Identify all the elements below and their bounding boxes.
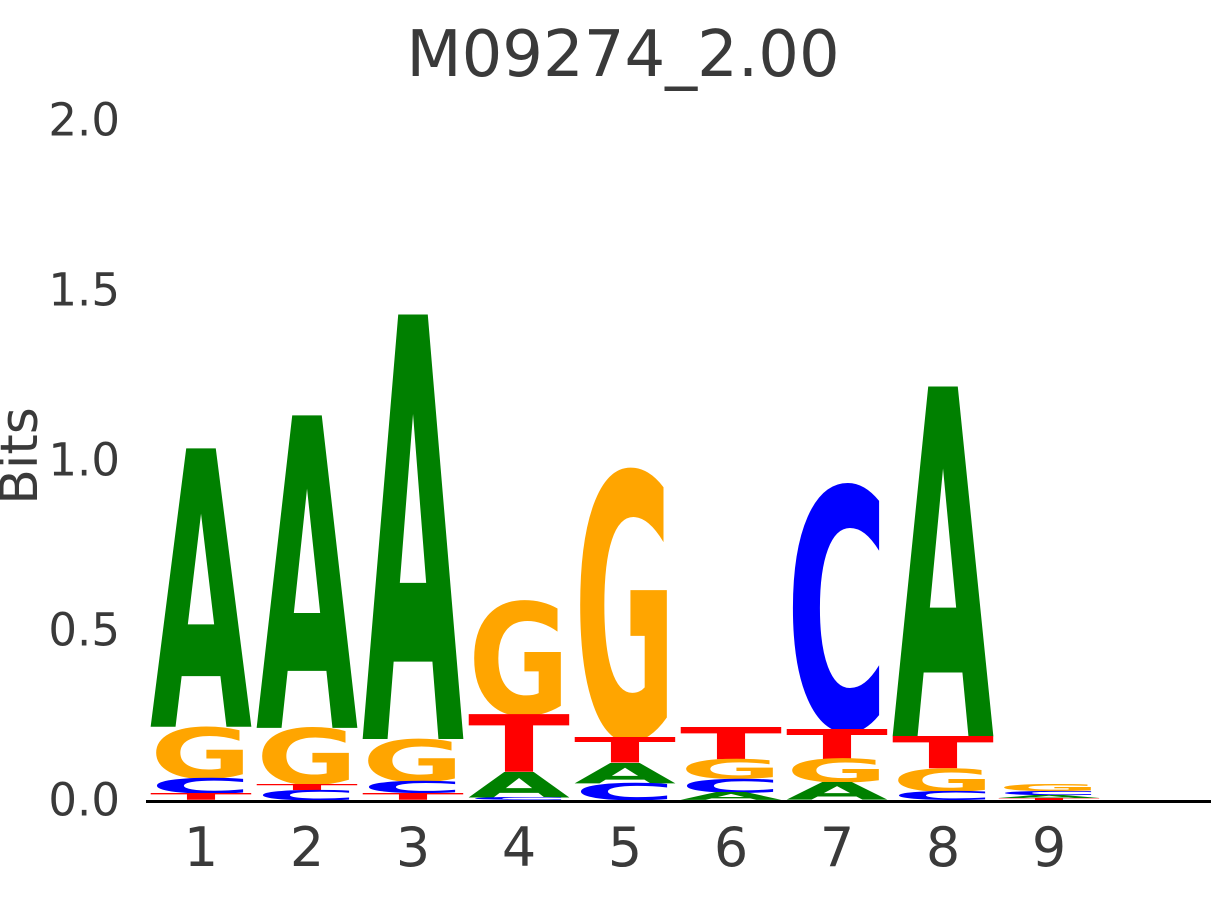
y-tick-label: 1.0 xyxy=(48,433,120,487)
logo-letter-A-pos6: A xyxy=(680,790,782,802)
logo-letter-T-pos2: T xyxy=(256,782,358,792)
x-tick-label: 4 xyxy=(501,816,537,879)
svg-text:C: C xyxy=(256,787,358,803)
logo-letter-G-pos7: G xyxy=(786,753,888,790)
logo-letter-C-pos1: C xyxy=(150,774,252,799)
svg-text:C: C xyxy=(150,774,252,799)
x-tick-label: 6 xyxy=(713,816,749,879)
x-tick-label: 2 xyxy=(289,816,325,879)
logo-letter-C-pos4: C xyxy=(468,797,570,801)
svg-text:T: T xyxy=(256,782,358,792)
x-tick-label: 7 xyxy=(819,816,855,879)
svg-text:A: A xyxy=(998,794,1101,799)
svg-text:C: C xyxy=(680,775,782,797)
logo-letter-T-pos9: T xyxy=(998,797,1100,800)
svg-text:A: A xyxy=(468,765,570,806)
svg-text:G: G xyxy=(362,728,464,795)
logo-letter-T-pos3: T xyxy=(362,791,465,802)
svg-text:G: G xyxy=(786,753,888,790)
svg-text:G: G xyxy=(892,763,994,799)
svg-text:G: G xyxy=(998,782,1100,793)
logo-letter-A-pos3: A xyxy=(362,198,465,876)
svg-text:T: T xyxy=(892,728,994,779)
logo-letter-A-pos2: A xyxy=(256,331,359,830)
svg-text:C: C xyxy=(362,778,464,797)
x-tick-label: 8 xyxy=(925,816,961,879)
logo-letter-G-pos4: G xyxy=(468,572,570,751)
svg-text:A: A xyxy=(574,757,676,790)
x-axis-line xyxy=(146,800,1211,803)
logo-letter-C-pos9: C xyxy=(998,790,1100,796)
logo-letter-A-pos5: A xyxy=(574,757,676,790)
logo-letter-C-pos7: C xyxy=(786,421,888,807)
logo-letter-C-pos6: C xyxy=(680,775,782,797)
logo-letter-A-pos8: A xyxy=(892,292,995,850)
svg-text:T: T xyxy=(362,791,465,802)
logo-letter-T-pos7: T xyxy=(786,721,888,770)
logo-letter-C-pos2: C xyxy=(256,787,358,803)
logo-letter-T-pos5: T xyxy=(574,730,676,771)
svg-text:G: G xyxy=(150,713,252,795)
svg-text:A: A xyxy=(256,331,359,830)
svg-text:A: A xyxy=(892,292,995,850)
y-tick-label: 0.5 xyxy=(48,603,120,657)
svg-text:T: T xyxy=(150,791,253,802)
svg-text:G: G xyxy=(468,572,570,751)
logo-letter-A-pos1: A xyxy=(150,372,253,817)
logo-letter-T-pos6: T xyxy=(680,718,782,769)
svg-text:A: A xyxy=(680,790,782,802)
svg-text:T: T xyxy=(998,797,1100,800)
logo-letter-G-pos8: G xyxy=(892,763,994,799)
logo-letter-C-pos5: C xyxy=(574,778,676,805)
svg-text:T: T xyxy=(468,699,570,791)
svg-text:A: A xyxy=(150,372,253,817)
svg-text:C: C xyxy=(786,421,888,807)
y-tick-label: 2.0 xyxy=(48,93,120,147)
y-tick-label: 1.5 xyxy=(48,263,120,317)
x-tick-label: 1 xyxy=(183,816,219,879)
logo-letter-T-pos8: T xyxy=(892,728,994,779)
logo-letter-C-pos8: C xyxy=(892,789,994,803)
chart-title: M09274_2.00 xyxy=(406,18,840,92)
svg-text:C: C xyxy=(892,789,994,803)
svg-text:A: A xyxy=(362,198,465,876)
y-tick-label: 0.0 xyxy=(48,773,120,827)
logo-letter-G-pos3: G xyxy=(362,728,464,795)
logo-letter-G-pos6: G xyxy=(680,754,782,785)
svg-text:T: T xyxy=(574,730,676,771)
logo-letter-G-pos5: G xyxy=(574,400,676,822)
logo-letter-G-pos1: G xyxy=(150,713,252,795)
logo-letter-A-pos4: A xyxy=(468,765,570,806)
svg-text:C: C xyxy=(998,790,1100,796)
svg-text:T: T xyxy=(786,721,888,770)
svg-text:T: T xyxy=(680,718,782,769)
svg-text:G: G xyxy=(574,400,676,822)
x-tick-label: 5 xyxy=(607,816,643,879)
logo-letter-T-pos1: T xyxy=(150,791,253,802)
logo-letter-G-pos2: G xyxy=(256,712,358,802)
logo-letter-A-pos9: A xyxy=(998,794,1101,799)
svg-text:C: C xyxy=(468,797,570,801)
logo-letter-A-pos7: A xyxy=(786,778,889,806)
x-tick-label: 3 xyxy=(395,816,431,879)
logo-letter-G-pos9: G xyxy=(998,782,1100,793)
logo-letter-T-pos4: T xyxy=(468,699,570,791)
x-tick-label: 9 xyxy=(1031,816,1067,879)
svg-text:G: G xyxy=(680,754,782,785)
logo-letter-C-pos3: C xyxy=(362,778,464,797)
svg-text:G: G xyxy=(256,712,358,802)
